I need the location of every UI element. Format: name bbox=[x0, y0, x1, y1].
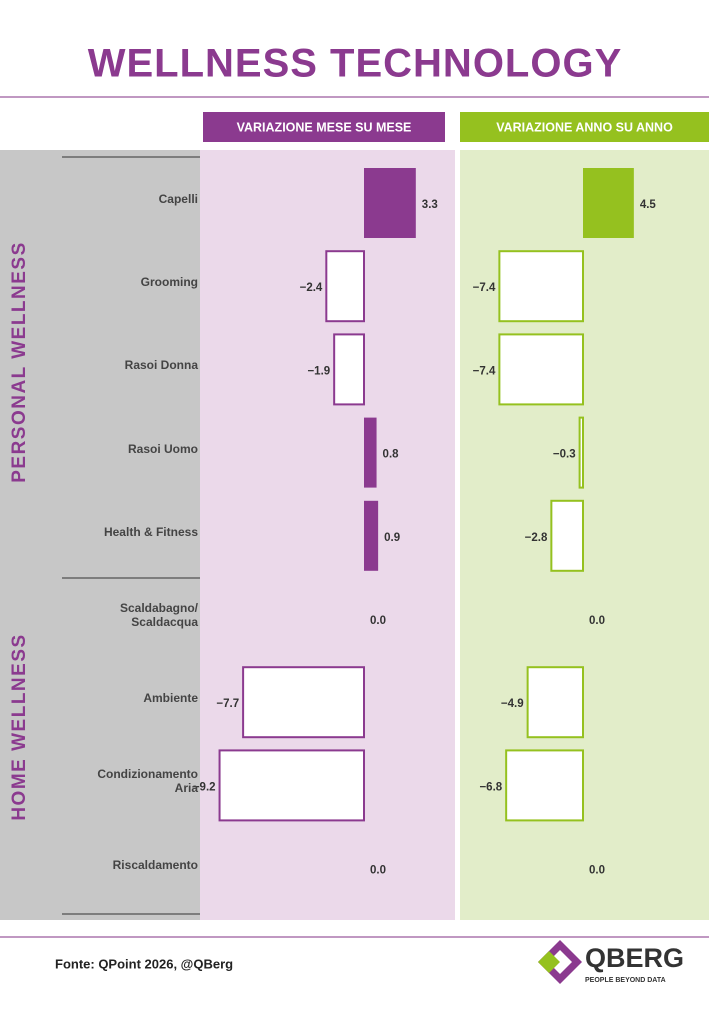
series-header bbox=[460, 112, 709, 142]
logo-mark bbox=[538, 940, 582, 984]
label-panel bbox=[0, 150, 200, 920]
value-label: −2.4 bbox=[300, 282, 323, 294]
category-label: Riscaldamento bbox=[112, 857, 198, 872]
category-label: Condizionamento Aria bbox=[97, 767, 198, 796]
bar bbox=[505, 749, 584, 822]
bar bbox=[526, 666, 585, 739]
value-label: −6.8 bbox=[479, 781, 502, 793]
value-label: −7.4 bbox=[473, 282, 496, 294]
category-label: Rasoi Donna bbox=[124, 358, 198, 373]
bar bbox=[583, 168, 634, 238]
value-label: −1.9 bbox=[307, 365, 330, 377]
bar bbox=[364, 500, 379, 571]
bar bbox=[498, 333, 585, 406]
bar bbox=[218, 749, 365, 822]
value-label: −4.9 bbox=[501, 698, 524, 710]
value-label: −9.2 bbox=[193, 781, 216, 793]
source: Fonte: QPoint 2026, @QBerg bbox=[55, 956, 233, 971]
chart-title: WELLNESS TECHNOLOGY bbox=[88, 42, 623, 86]
logo-tagline: PEOPLE BEYOND DATA bbox=[585, 977, 666, 984]
category-label: Scaldabagno/ Scaldacqua bbox=[119, 601, 198, 629]
group-label: HOME WELLNESS bbox=[9, 633, 30, 820]
bar bbox=[242, 666, 365, 739]
bar bbox=[550, 499, 584, 572]
bar bbox=[578, 416, 584, 489]
panel-background bbox=[460, 150, 709, 920]
bar bbox=[333, 333, 366, 406]
bar bbox=[364, 417, 377, 488]
value-label: 4.5 bbox=[640, 199, 657, 211]
series-header bbox=[203, 112, 445, 142]
value-label: 3.3 bbox=[422, 199, 438, 211]
value-label: 0.0 bbox=[370, 865, 386, 877]
value-label: 0.9 bbox=[384, 532, 400, 544]
value-label: 0.0 bbox=[370, 615, 386, 627]
logo-name: QBERG bbox=[585, 943, 684, 973]
category-label: Rasoi Uomo bbox=[127, 441, 198, 456]
legend-entry: VARIAZIONE MESE SU MESE bbox=[237, 120, 412, 134]
value-label: 0.8 bbox=[383, 449, 400, 461]
category-label: Capelli bbox=[158, 192, 198, 206]
value-label: 0.0 bbox=[589, 615, 605, 627]
value-label: −7.4 bbox=[473, 365, 496, 377]
bar bbox=[498, 250, 585, 323]
legend-entry: VARIAZIONE ANNO SU ANNO bbox=[496, 120, 673, 134]
group-label: PERSONAL WELLNESS bbox=[9, 241, 30, 483]
value-label: 0.0 bbox=[589, 865, 605, 877]
bar bbox=[325, 250, 366, 323]
bar bbox=[364, 168, 416, 238]
value-label: −0.3 bbox=[553, 449, 576, 461]
category-label: Grooming bbox=[140, 275, 198, 290]
value-label: −2.8 bbox=[525, 532, 548, 544]
category-label: Health & Fitness bbox=[103, 524, 198, 539]
category-label: Ambiente bbox=[143, 691, 198, 706]
value-label: −7.7 bbox=[216, 698, 239, 710]
